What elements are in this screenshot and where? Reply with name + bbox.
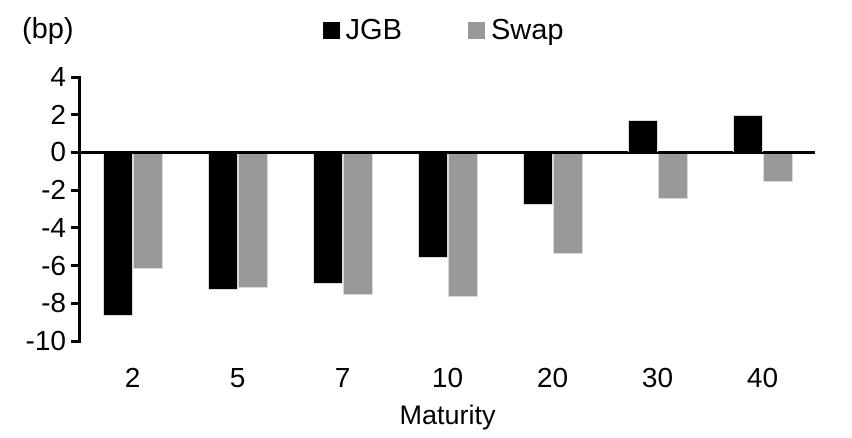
y-tick-label: 0 [50, 136, 66, 168]
bar-swap-7 [342, 153, 373, 296]
bar-jgb-40 [732, 114, 763, 153]
bar-swap-20 [552, 153, 583, 254]
legend-item-jgb: JGB [322, 14, 402, 46]
legend-label-swap: Swap [490, 14, 564, 46]
y-tick-mark [71, 113, 80, 117]
x-tick-label-5: 5 [229, 362, 246, 393]
y-tick-mark [71, 301, 80, 305]
x-tick-label-40: 40 [746, 362, 779, 393]
legend-swatch-swap [467, 21, 485, 39]
bar-jgb-7 [312, 153, 343, 285]
y-axis-line [78, 75, 81, 343]
legend-label-jgb: JGB [345, 14, 402, 46]
x-axis-zero-line [78, 150, 815, 154]
x-tick-label-30: 30 [641, 362, 674, 393]
x-tick-label-2: 2 [124, 362, 141, 393]
bar-jgb-10 [417, 153, 448, 258]
legend: JGB Swap [17, 15, 852, 45]
y-axis-unit-label: (bp) [22, 13, 74, 45]
bar-swap-40 [762, 153, 793, 183]
x-tick-label-10: 10 [431, 362, 464, 393]
bar-jgb-30 [627, 120, 658, 153]
legend-item-swap: Swap [467, 14, 564, 46]
bar-jgb-20 [522, 153, 553, 205]
bar-swap-30 [657, 153, 688, 200]
x-tick-label-7: 7 [334, 362, 351, 393]
y-tick-label: -2 [41, 174, 66, 206]
y-tick-label: -6 [41, 249, 66, 281]
y-tick-mark [71, 75, 80, 79]
y-tick-mark [71, 188, 80, 192]
bar-jgb-5 [207, 153, 238, 290]
y-tick-label: 2 [50, 98, 66, 130]
bar-swap-10 [447, 153, 478, 298]
bar-swap-2 [132, 153, 163, 269]
legend-swatch-jgb [322, 21, 340, 39]
bar-jgb-2 [102, 153, 133, 317]
y-tick-mark [71, 226, 80, 230]
x-axis-title: Maturity [399, 400, 496, 430]
y-tick-mark [71, 150, 80, 154]
y-tick-label: -8 [41, 287, 66, 319]
y-tick-label: -10 [25, 325, 66, 356]
bar-swap-5 [237, 153, 268, 288]
y-tick-label: 4 [50, 61, 66, 92]
x-tick-label-20: 20 [536, 362, 569, 393]
y-tick-mark [71, 264, 80, 268]
y-tick-label: -4 [41, 211, 66, 243]
y-tick-mark [71, 339, 80, 343]
